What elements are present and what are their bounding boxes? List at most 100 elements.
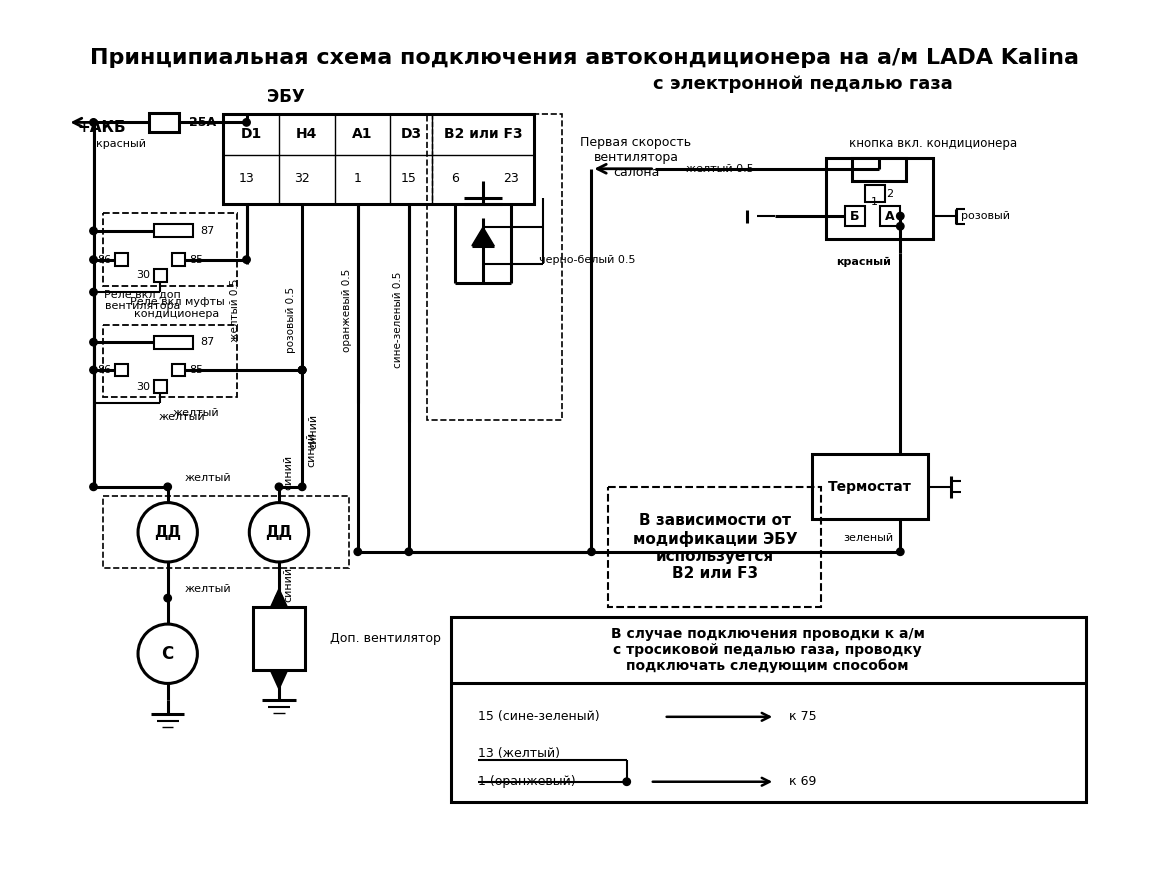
Bar: [172, 253, 185, 266]
Text: черно-белый 0.5: черно-белый 0.5: [538, 255, 635, 264]
Text: красный: красный: [835, 257, 890, 268]
Circle shape: [355, 548, 362, 555]
Text: желтый: желтый: [185, 584, 230, 594]
Circle shape: [622, 778, 631, 786]
Text: ДД: ДД: [154, 525, 181, 539]
Bar: [608, 487, 821, 607]
Polygon shape: [270, 671, 288, 691]
Text: розовый 0.5: розовый 0.5: [285, 287, 296, 353]
Circle shape: [90, 366, 97, 373]
Text: С: С: [161, 645, 174, 663]
Text: D3: D3: [401, 128, 422, 141]
Text: B2 или F3: B2 или F3: [443, 128, 522, 141]
Text: зеленый: зеленый: [842, 533, 893, 543]
Text: синий: синий: [308, 413, 318, 449]
Circle shape: [896, 222, 904, 230]
Bar: [153, 380, 167, 393]
Text: В случае подключения проводки к а/м
с тросиковой педалью газа, проводку
подключа: В случае подключения проводки к а/м с тр…: [611, 627, 924, 673]
Bar: [115, 363, 128, 377]
Circle shape: [90, 256, 97, 263]
Text: 15: 15: [401, 172, 417, 186]
Text: Реле вкл доп
вентилятора: Реле вкл доп вентилятора: [104, 289, 181, 312]
Bar: [826, 158, 932, 239]
Circle shape: [275, 483, 283, 490]
Bar: [103, 497, 349, 569]
Text: ЭБУ: ЭБУ: [267, 88, 304, 106]
Text: 86: 86: [97, 255, 111, 264]
Text: 30: 30: [136, 271, 150, 280]
Text: кнопка вкл. кондиционера: кнопка вкл. кондиционера: [848, 138, 1017, 150]
Bar: [153, 336, 193, 348]
Text: D1: D1: [241, 128, 262, 141]
Circle shape: [275, 595, 283, 602]
Text: 13 (желтый): 13 (желтый): [479, 747, 560, 761]
Text: к 69: к 69: [789, 775, 817, 789]
Circle shape: [90, 227, 97, 235]
Text: 85: 85: [190, 255, 204, 264]
Text: 6: 6: [452, 172, 459, 186]
Bar: [223, 114, 534, 204]
Text: сине-зеленый 0.5: сине-зеленый 0.5: [393, 271, 402, 368]
Circle shape: [298, 366, 305, 373]
Text: Первая скорость
вентилятора
салона: Первая скорость вентилятора салона: [580, 136, 691, 179]
Text: синий: синий: [283, 567, 294, 602]
Text: 30: 30: [136, 381, 150, 392]
Circle shape: [90, 338, 97, 346]
Bar: [103, 213, 238, 286]
Text: желтый: желтый: [185, 473, 230, 483]
Text: Термостат: Термостат: [827, 480, 911, 494]
Bar: [852, 158, 906, 180]
Polygon shape: [270, 587, 288, 607]
Circle shape: [164, 595, 172, 602]
Circle shape: [896, 213, 904, 220]
Circle shape: [298, 366, 305, 373]
Text: 1 (оранжевый): 1 (оранжевый): [479, 775, 576, 789]
Text: 1: 1: [353, 172, 362, 186]
Bar: [153, 224, 193, 238]
Text: синий: синий: [283, 455, 294, 490]
Text: Б: Б: [851, 210, 860, 222]
Bar: [153, 269, 167, 282]
Bar: [812, 455, 928, 520]
Text: 25A: 25A: [190, 116, 216, 129]
Circle shape: [298, 483, 305, 490]
Bar: [865, 186, 886, 202]
Circle shape: [90, 119, 97, 126]
Circle shape: [298, 366, 305, 373]
Text: оранжевый 0.5: оранжевый 0.5: [342, 269, 352, 352]
Text: к 75: к 75: [789, 710, 817, 723]
Bar: [450, 617, 1086, 802]
Circle shape: [243, 256, 250, 263]
Bar: [103, 324, 238, 396]
Text: 87: 87: [200, 226, 214, 236]
Circle shape: [90, 483, 97, 490]
Bar: [149, 113, 179, 131]
Text: желтый: желтый: [158, 413, 205, 422]
Text: ДД: ДД: [266, 525, 292, 539]
Text: 86: 86: [97, 365, 111, 375]
Text: 15 (сине-зеленый): 15 (сине-зеленый): [479, 710, 600, 723]
Circle shape: [896, 548, 904, 555]
Text: желтый 0.5: желтый 0.5: [230, 279, 240, 342]
Text: с электронной педалью газа: с электронной педалью газа: [653, 75, 952, 94]
Bar: [253, 607, 305, 671]
Bar: [115, 253, 128, 266]
Text: Реле вкл муфты
кондиционера: Реле вкл муфты кондиционера: [130, 297, 225, 319]
Text: 32: 32: [295, 172, 310, 186]
Text: красный: красный: [96, 138, 146, 149]
Circle shape: [243, 119, 250, 126]
Text: 85: 85: [190, 365, 204, 375]
Text: В зависимости от
модификации ЭБУ
используется
B2 или F3: В зависимости от модификации ЭБУ использ…: [633, 513, 797, 581]
Text: H4: H4: [296, 128, 317, 141]
Bar: [427, 114, 562, 420]
Circle shape: [90, 288, 97, 296]
Text: 2: 2: [887, 188, 894, 199]
Text: Доп. вентилятор: Доп. вентилятор: [330, 632, 441, 646]
Circle shape: [405, 548, 413, 555]
Text: A1: A1: [352, 128, 373, 141]
Text: А: А: [886, 210, 895, 222]
Circle shape: [164, 483, 172, 490]
Text: Принципиальная схема подключения автокондиционера на а/м LADA Kalina: Принципиальная схема подключения автокон…: [90, 48, 1080, 69]
Polygon shape: [472, 227, 494, 246]
Circle shape: [587, 548, 596, 555]
